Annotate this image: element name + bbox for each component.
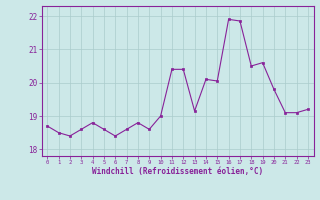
X-axis label: Windchill (Refroidissement éolien,°C): Windchill (Refroidissement éolien,°C)	[92, 167, 263, 176]
